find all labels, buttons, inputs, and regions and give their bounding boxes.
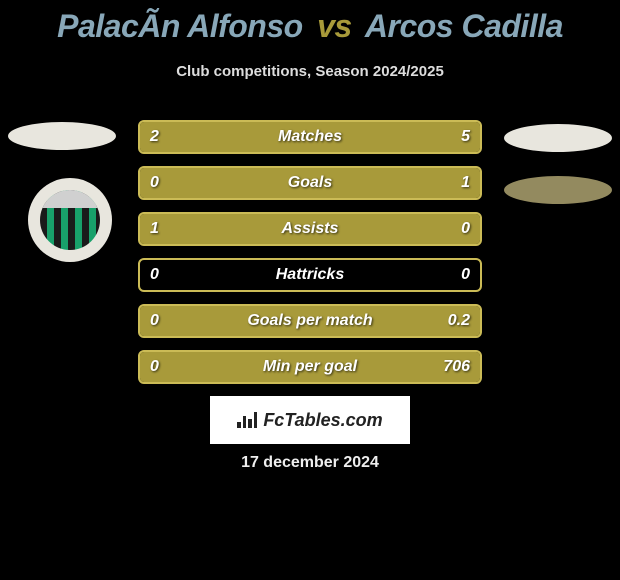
stat-row: 0 1Goals	[138, 166, 482, 200]
stat-value-right: 0	[461, 214, 470, 244]
stat-value-left: 0	[150, 306, 159, 336]
brand-text: FcTables.com	[263, 410, 382, 431]
stat-value-left: 1	[150, 214, 159, 244]
page-title: PalacÃ­n Alfonso vs Arcos Cadilla	[0, 8, 620, 45]
stat-row: 0 0Hattricks	[138, 258, 482, 292]
stat-value-right: 0	[461, 260, 470, 290]
header: PalacÃ­n Alfonso vs Arcos Cadilla Club c…	[0, 0, 620, 80]
stat-value-right: 0.2	[448, 306, 470, 336]
stat-value-right: 1	[461, 168, 470, 198]
stat-label: Assists	[140, 214, 480, 244]
player1-club-logo	[28, 178, 112, 262]
player2-club-placeholder	[504, 176, 612, 204]
date-label: 17 december 2024	[0, 454, 620, 472]
stat-label: Goals	[140, 168, 480, 198]
stat-row: 0 0.2Goals per match	[138, 304, 482, 338]
stat-row: 1 0Assists	[138, 212, 482, 246]
player2-badge-placeholder	[504, 124, 612, 152]
comparison-bars: 25Matches01Goals10Assists00Hattricks00.2…	[138, 120, 482, 396]
vs-label: vs	[317, 8, 352, 44]
stat-label: Matches	[140, 122, 480, 152]
stat-value-right: 706	[443, 352, 470, 382]
stat-value-right: 5	[461, 122, 470, 152]
stat-row: 2 5Matches	[138, 120, 482, 154]
stat-label: Min per goal	[140, 352, 480, 382]
player2-name: Arcos Cadilla	[365, 8, 563, 44]
subtitle: Club competitions, Season 2024/2025	[0, 63, 620, 80]
stat-label: Hattricks	[140, 260, 480, 290]
stat-value-left: 0	[150, 352, 159, 382]
club-logo-icon	[40, 190, 100, 250]
brand-badge: FcTables.com	[210, 396, 410, 444]
stat-value-left: 0	[150, 260, 159, 290]
player1-badge-placeholder	[8, 122, 116, 150]
stat-value-left: 2	[150, 122, 159, 152]
stat-label: Goals per match	[140, 306, 480, 336]
stat-value-left: 0	[150, 168, 159, 198]
player1-name: PalacÃ­n Alfonso	[57, 8, 303, 44]
chart-icon	[237, 412, 257, 428]
stat-row: 0 706Min per goal	[138, 350, 482, 384]
